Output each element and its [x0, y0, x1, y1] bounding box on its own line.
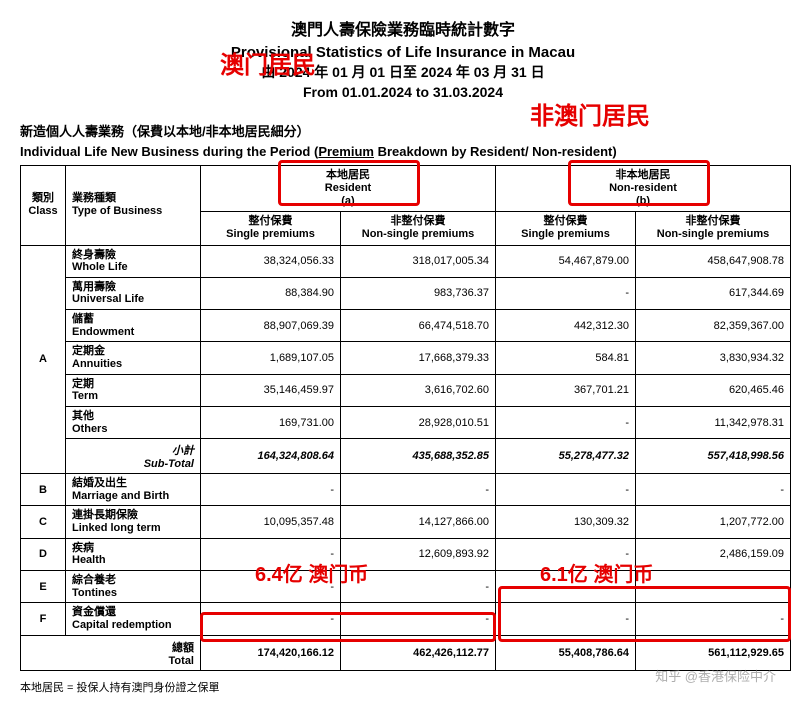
subtitle-en-tail: Breakdown by Resident/ Non-resident) [374, 144, 617, 159]
table-cell: 54,467,879.00 [496, 245, 636, 277]
col-nonres-single: 整付保費Single premiums [496, 212, 636, 245]
table-cell: 367,701.21 [496, 374, 636, 406]
table-cell: - [201, 474, 341, 506]
annot-money-left: 6.4亿 澳门币 [255, 558, 368, 587]
col-res-single: 整付保費Single premiums [201, 212, 341, 245]
table-cell: 17,668,379.33 [341, 342, 496, 374]
table-cell: - [341, 474, 496, 506]
table-row: 定期金Annuities1,689,107.0517,668,379.33584… [21, 342, 791, 374]
business-name: 儲蓄Endowment [66, 310, 201, 342]
table-cell: 617,344.69 [636, 277, 791, 309]
business-name: 疾病Health [66, 538, 201, 570]
table-cell: 3,616,702.60 [341, 374, 496, 406]
table-cell: - [496, 406, 636, 438]
annot-money-right: 6.1亿 澳门币 [540, 558, 653, 587]
table-cell: 169,731.00 [201, 406, 341, 438]
table-cell: 1,689,107.05 [201, 342, 341, 374]
table-cell: 2,486,159.09 [636, 538, 791, 570]
business-name: 其他Others [66, 406, 201, 438]
table-cell: - [496, 474, 636, 506]
subtitle-cn: 新造個人人壽業務（保費以本地/非本地居民細分） [20, 121, 786, 140]
box-nonresident-header [568, 160, 710, 206]
class-cell: C [21, 506, 66, 538]
table-cell: 88,384.90 [201, 277, 341, 309]
table-row: B結婚及出生Marriage and Birth---- [21, 474, 791, 506]
table-cell: - [496, 277, 636, 309]
table-cell: 557,418,998.56 [636, 439, 791, 474]
table-row: 儲蓄Endowment88,907,069.3966,474,518.70442… [21, 310, 791, 342]
business-name: 結婚及出生Marriage and Birth [66, 474, 201, 506]
table-cell: 584.81 [496, 342, 636, 374]
subtitle-en-plain: Individual Life New Business during the … [20, 144, 318, 159]
table-cell: 35,146,459.97 [201, 374, 341, 406]
date-en: From 01.01.2024 to 31.03.2024 [20, 83, 786, 103]
table-cell: 3,830,934.32 [636, 342, 791, 374]
table-cell: 164,324,808.64 [201, 439, 341, 474]
table-row: D疾病Health-12,609,893.92-2,486,159.09 [21, 538, 791, 570]
subtitle-en-under: Premium [318, 144, 374, 159]
business-name: 終身壽險Whole Life [66, 245, 201, 277]
table-cell: 28,928,010.51 [341, 406, 496, 438]
business-name: 連掛長期保險Linked long term [66, 506, 201, 538]
subtotal-row: 小計Sub-Total164,324,808.64435,688,352.855… [21, 439, 791, 474]
table-cell: 458,647,908.78 [636, 245, 791, 277]
table-cell: 11,342,978.31 [636, 406, 791, 438]
total-label: 總額Total [21, 635, 201, 670]
annot-nonresident: 非澳门居民 [530, 96, 650, 131]
subtotal-label: 小計Sub-Total [66, 439, 201, 474]
table-cell: 130,309.32 [496, 506, 636, 538]
box-total-nonresident [498, 586, 791, 642]
table-cell: 983,736.37 [341, 277, 496, 309]
table-row: 其他Others169,731.0028,928,010.51-11,342,9… [21, 406, 791, 438]
table-row: 定期Term35,146,459.973,616,702.60367,701.2… [21, 374, 791, 406]
date-cn: 由 2024 年 01 月 01 日至 2024 年 03 月 31 日 [20, 63, 786, 83]
business-name: 定期Term [66, 374, 201, 406]
table-row: C連掛長期保險Linked long term10,095,357.4814,1… [21, 506, 791, 538]
watermark: 知乎 @香港保险中介 [655, 666, 776, 685]
table-row: 萬用壽險Universal Life88,384.90983,736.37-61… [21, 277, 791, 309]
title-cn: 澳門人壽保險業務臨時統計數字 [20, 20, 786, 42]
table-cell: 82,359,367.00 [636, 310, 791, 342]
table-cell: 14,127,866.00 [341, 506, 496, 538]
col-type: 業務種類Type of Business [66, 165, 201, 245]
table-cell: 1,207,772.00 [636, 506, 791, 538]
class-cell: F [21, 603, 66, 635]
table-cell: - [636, 474, 791, 506]
business-name: 定期金Annuities [66, 342, 201, 374]
table-cell: 10,095,357.48 [201, 506, 341, 538]
table-cell: 620,465.46 [636, 374, 791, 406]
col-nonres-nonsingle: 非整付保費Non-single premiums [636, 212, 791, 245]
subtitle-en: Individual Life New Business during the … [20, 144, 786, 159]
table-cell: 435,688,352.85 [341, 439, 496, 474]
table-cell: 318,017,005.34 [341, 245, 496, 277]
table-cell: 66,474,518.70 [341, 310, 496, 342]
class-cell: E [21, 571, 66, 603]
table-row: A終身壽險Whole Life38,324,056.33318,017,005.… [21, 245, 791, 277]
class-cell: B [21, 474, 66, 506]
business-name: 資金償還Capital redemption [66, 603, 201, 635]
annot-resident: 澳门居民 [220, 45, 316, 80]
table-cell: 38,324,056.33 [201, 245, 341, 277]
class-cell: D [21, 538, 66, 570]
box-total-resident [200, 612, 496, 642]
box-resident-header [278, 160, 420, 206]
table-cell: 442,312.30 [496, 310, 636, 342]
col-class: 類別Class [21, 165, 66, 245]
business-name: 綜合養老Tontines [66, 571, 201, 603]
class-cell: A [21, 245, 66, 474]
business-name: 萬用壽險Universal Life [66, 277, 201, 309]
table-cell: 88,907,069.39 [201, 310, 341, 342]
title-en: Provisional Statistics of Life Insurance… [20, 42, 786, 63]
col-res-nonsingle: 非整付保費Non-single premiums [341, 212, 496, 245]
table-cell: 55,278,477.32 [496, 439, 636, 474]
